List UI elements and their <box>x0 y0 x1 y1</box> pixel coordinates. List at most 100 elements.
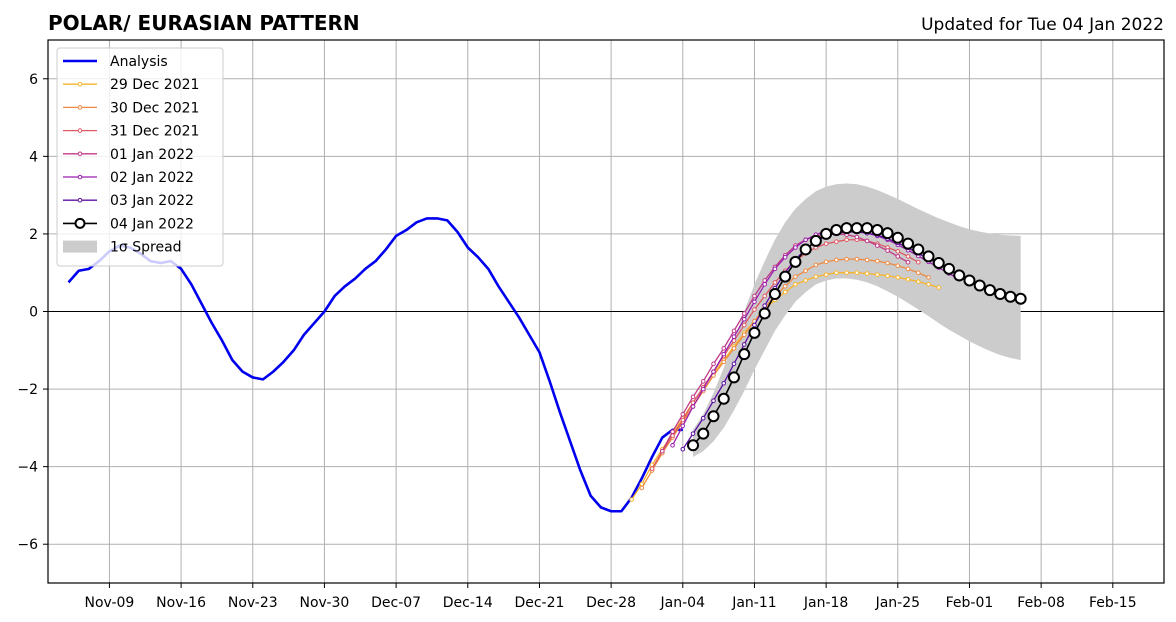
forecast-point <box>885 248 890 253</box>
forecast-point <box>690 431 696 436</box>
forecast-point <box>721 351 727 357</box>
forecast-point <box>741 316 747 322</box>
forecast-point <box>629 497 634 502</box>
forecast-point <box>809 234 822 247</box>
forecast-point <box>891 231 904 244</box>
forecast-point <box>854 256 860 262</box>
forecast-point <box>915 279 921 284</box>
forecast-point <box>782 254 788 260</box>
forecast-point <box>871 224 884 237</box>
forecast-point <box>885 273 890 279</box>
spread-band <box>693 183 1021 457</box>
forecast-point <box>727 371 740 384</box>
y-tick-label: 2 <box>29 227 38 243</box>
x-tick-label: Jan-04 <box>660 595 706 611</box>
forecast-point <box>983 284 996 297</box>
forecast-point <box>680 417 686 423</box>
legend-label: 04 Jan 2022 <box>110 216 194 232</box>
forecast-point <box>799 243 812 256</box>
forecast-point <box>670 443 675 448</box>
legend-marker <box>74 217 86 229</box>
forecast-point <box>752 322 757 328</box>
forecast-point <box>905 259 911 265</box>
legend-box <box>56 47 224 267</box>
forecast-point <box>895 249 901 254</box>
forecast-point <box>994 288 1007 301</box>
legend-marker <box>77 174 83 180</box>
forecast-point <box>820 227 833 240</box>
forecast-point <box>700 415 706 421</box>
forecast-point <box>885 260 890 266</box>
forecast-point <box>660 448 665 454</box>
forecast-point <box>741 332 747 338</box>
forecast-point <box>782 283 788 289</box>
forecast-point <box>834 239 839 244</box>
forecast-point <box>731 334 737 340</box>
y-tick-label: 4 <box>29 149 38 165</box>
forecast-point <box>854 234 860 240</box>
forecast-point <box>895 263 901 269</box>
forecast-point <box>697 427 710 440</box>
x-tick-label: Jan-11 <box>731 595 776 611</box>
forecast-point <box>963 274 976 287</box>
forecast-point <box>649 466 655 471</box>
plot-area: Nov-09 Nov-16 Nov-23 Nov-30 Dec-07 Dec-14 Dec-… <box>17 39 1165 611</box>
y-tick-label: 0 <box>29 305 38 321</box>
x-tick-label: Nov-09 <box>85 595 135 611</box>
x-tick-label: Dec-07 <box>371 595 421 611</box>
forecast-point <box>912 243 925 256</box>
x-tick-label: Nov-16 <box>156 595 206 611</box>
forecast-point <box>680 411 686 417</box>
forecast-point <box>680 446 686 452</box>
forecast-point <box>717 392 730 405</box>
forecast-point <box>731 361 737 367</box>
y-tick-label: −6 <box>17 537 38 553</box>
forecast-point <box>844 256 849 262</box>
legend-label: 31 Dec 2021 <box>110 124 199 140</box>
forecast-point <box>844 237 849 243</box>
legend-label: 01 Jan 2022 <box>110 147 194 163</box>
legend-label: Analysis <box>110 54 168 70</box>
x-tick-label: Jan-25 <box>875 595 920 611</box>
updated-date: Updated for Tue 04 Jan 2022 <box>921 15 1164 35</box>
forecast-point <box>895 275 901 280</box>
forecast-point <box>738 348 751 361</box>
forecast-point <box>861 222 874 235</box>
forecast-point <box>793 282 798 287</box>
forecast-point <box>762 282 767 287</box>
forecast-point <box>834 270 839 276</box>
forecast-point <box>782 289 788 295</box>
forecast-point <box>762 293 767 299</box>
legend-marker <box>77 81 83 87</box>
forecast-point <box>639 485 645 491</box>
forecast-point <box>922 250 935 263</box>
forecast-point <box>840 222 853 235</box>
forecast-point <box>823 241 829 246</box>
forecast-point <box>864 271 870 276</box>
forecast-point <box>793 245 798 250</box>
forecast-point <box>875 258 880 264</box>
forecast-point <box>789 255 802 268</box>
forecast-point <box>762 303 767 308</box>
forecast-point <box>902 237 915 250</box>
forecast-point <box>926 275 931 280</box>
forecast-point <box>953 269 966 282</box>
forecast-point <box>881 227 894 240</box>
y-tick-label: 6 <box>29 72 38 88</box>
forecast-point <box>823 272 829 277</box>
forecast-point <box>875 243 880 248</box>
forecast-point <box>752 307 757 312</box>
forecast-point <box>895 254 901 259</box>
forecast-point <box>936 285 942 290</box>
legend-label: 03 Jan 2022 <box>110 193 194 209</box>
forecast-point <box>721 359 727 365</box>
forecast-point <box>813 262 819 268</box>
forecast-point <box>707 410 720 423</box>
forecast-point <box>823 259 829 265</box>
forecast-point <box>905 266 911 272</box>
forecast-point <box>864 257 870 263</box>
forecast-point <box>752 293 757 299</box>
forecast-point <box>711 361 716 367</box>
forecast-point <box>915 259 921 265</box>
forecast-point <box>793 274 798 279</box>
